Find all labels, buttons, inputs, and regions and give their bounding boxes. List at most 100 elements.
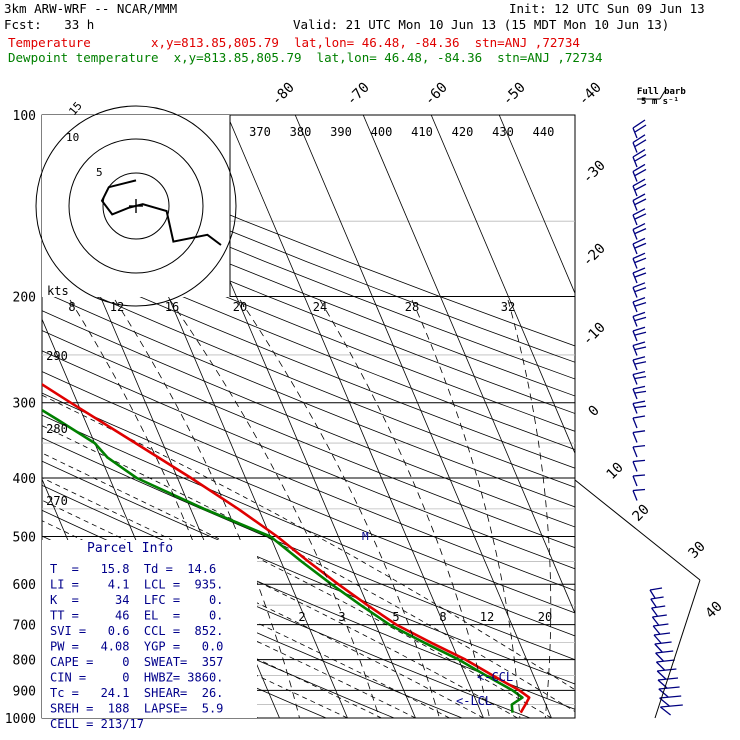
dry-adiabat — [42, 167, 575, 380]
ccl-annotation: <-CCL — [477, 670, 513, 684]
temperature-tick-label: -80 — [269, 80, 298, 109]
wind-speed-tick-label: 16 — [165, 300, 179, 314]
hodograph-ring — [68, 138, 204, 274]
temperature-line — [42, 382, 531, 714]
wind-barb-feather — [632, 415, 646, 419]
wind-barb-feather — [632, 459, 646, 463]
dry-adiabat — [42, 392, 575, 614]
parcel-info-row: CIN = 0 HWBZ= 3860. — [50, 671, 223, 685]
valid-time: Valid: 21 UTC Mon 10 Jun 13 (15 MDT Mon … — [293, 17, 670, 32]
wind-speed-tick-label: 12 — [110, 300, 124, 314]
diagonal-boundary — [654, 579, 701, 719]
wind-barb — [632, 432, 638, 443]
theta-tick-label: 380 — [290, 125, 312, 139]
isotherm-line — [294, 115, 552, 718]
temperature-tick-label: 20 — [630, 502, 653, 525]
mixing-ratio-label: 5 — [392, 610, 399, 624]
wind-barb — [632, 258, 638, 269]
wind-speed-tick-label: 8 — [68, 300, 75, 314]
wind-barb-feather — [634, 287, 647, 293]
lcl-annotation: <-LCL — [456, 694, 492, 708]
wind-barb-feather — [634, 228, 647, 235]
wind-barb-feather — [634, 213, 647, 220]
wind-barb-feather — [632, 296, 646, 303]
temperature-tick-label: 30 — [686, 539, 709, 562]
theta-tick-label: 430 — [492, 125, 514, 139]
wind-barb-feather — [632, 400, 646, 405]
hodograph-ring — [102, 172, 170, 240]
moist-adiabat — [42, 394, 575, 691]
moist-adiabat — [42, 425, 575, 713]
wind-barb-feather — [632, 237, 646, 245]
dry-adiabat — [42, 200, 575, 414]
wind-barb — [632, 200, 638, 211]
dry-adiabat — [42, 253, 575, 469]
wind-barb-feather — [656, 659, 675, 663]
wind-speed-isopleth — [114, 299, 300, 718]
wind-barb-feather — [652, 614, 667, 618]
wind-barb — [632, 171, 638, 182]
parcel-info-row: PW = 4.08 YGP = 0.0 — [50, 640, 223, 654]
theta-tick-label: 410 — [411, 125, 433, 139]
wind-barb-feather — [632, 267, 646, 274]
wind-barb-feather — [632, 326, 646, 332]
pressure-tick-label: 400 — [13, 472, 36, 487]
wind-barb-feather — [632, 341, 646, 347]
pressure-tick-label: 700 — [13, 619, 36, 634]
forecast-hour: Fcst: 33 h — [4, 17, 95, 32]
wind-barb — [632, 243, 638, 255]
parcel-info-box: Parcel Info T = 15.8 Td = 14.6 LI = 4.1 LC… — [42, 540, 257, 731]
wind-barb — [649, 589, 656, 599]
temperature-tick-label: -20 — [580, 241, 609, 270]
wind-barb-feather — [634, 183, 647, 191]
wind-barb — [659, 706, 672, 716]
wind-barb-feather — [632, 178, 646, 187]
wind-barb — [632, 156, 638, 168]
isotherm-line — [430, 115, 575, 455]
wind-speed-isopleth — [411, 299, 521, 718]
pressure-tick-label: 500 — [13, 530, 36, 545]
isotherm-line — [498, 115, 575, 295]
hodograph-ring-label: 10 — [66, 131, 79, 144]
wind-barb — [632, 403, 638, 414]
wind-barb-feather — [634, 346, 647, 351]
parcel-info-row: CAPE = 0 SWEAT= 357 — [50, 655, 223, 669]
temperature-legend: Temperature x,y=813.85,805.79 lat,lon= 4… — [8, 35, 580, 50]
wind-barb-feather — [634, 242, 647, 249]
theta-tick-label: 370 — [249, 125, 271, 139]
parcel-info-title: Parcel Info — [87, 541, 173, 556]
temperature-tick-label: 40 — [703, 599, 726, 622]
wind-barb — [632, 316, 638, 327]
parcel-info-row: T = 15.8 Td = 14.6 — [50, 562, 216, 576]
wind-barb-feather — [634, 124, 647, 133]
dry-adiabat — [42, 272, 575, 488]
wind-barb-feather — [654, 641, 672, 645]
dry-adiabat — [42, 460, 575, 685]
wind-barb — [632, 461, 638, 472]
wind-barb-feather — [634, 361, 647, 365]
wind-barb-feather — [632, 223, 646, 231]
wind-barb-feather — [634, 154, 647, 162]
dewpoint-line — [42, 408, 524, 713]
wind-barb-feather — [632, 444, 646, 448]
wind-barb-feather — [649, 587, 663, 591]
wind-barb-feather — [634, 316, 647, 322]
wind-barb — [651, 607, 658, 617]
wind-barb-feather — [632, 356, 646, 361]
wind-barb — [650, 598, 657, 608]
moist-adiabat — [42, 520, 450, 718]
mixing-ratio-label: 12 — [480, 610, 494, 624]
dry-adiabat — [42, 184, 575, 397]
model-title: 3km ARW-WRF -- NCAR/MMM — [4, 1, 178, 16]
wind-barb-feather — [632, 474, 646, 477]
wind-barb — [632, 142, 638, 153]
pressure-tick-label: 100 — [13, 109, 36, 124]
dry-adiabat — [42, 330, 575, 549]
mixing-ratio-label: 2 — [298, 610, 305, 624]
barb-legend-unit: 5 m s⁻¹ — [641, 97, 679, 107]
temperature-tick-label: -70 — [344, 80, 373, 109]
wind-barb-feather — [650, 596, 664, 600]
wind-barb — [632, 287, 638, 298]
wind-barb-feather — [634, 257, 647, 264]
